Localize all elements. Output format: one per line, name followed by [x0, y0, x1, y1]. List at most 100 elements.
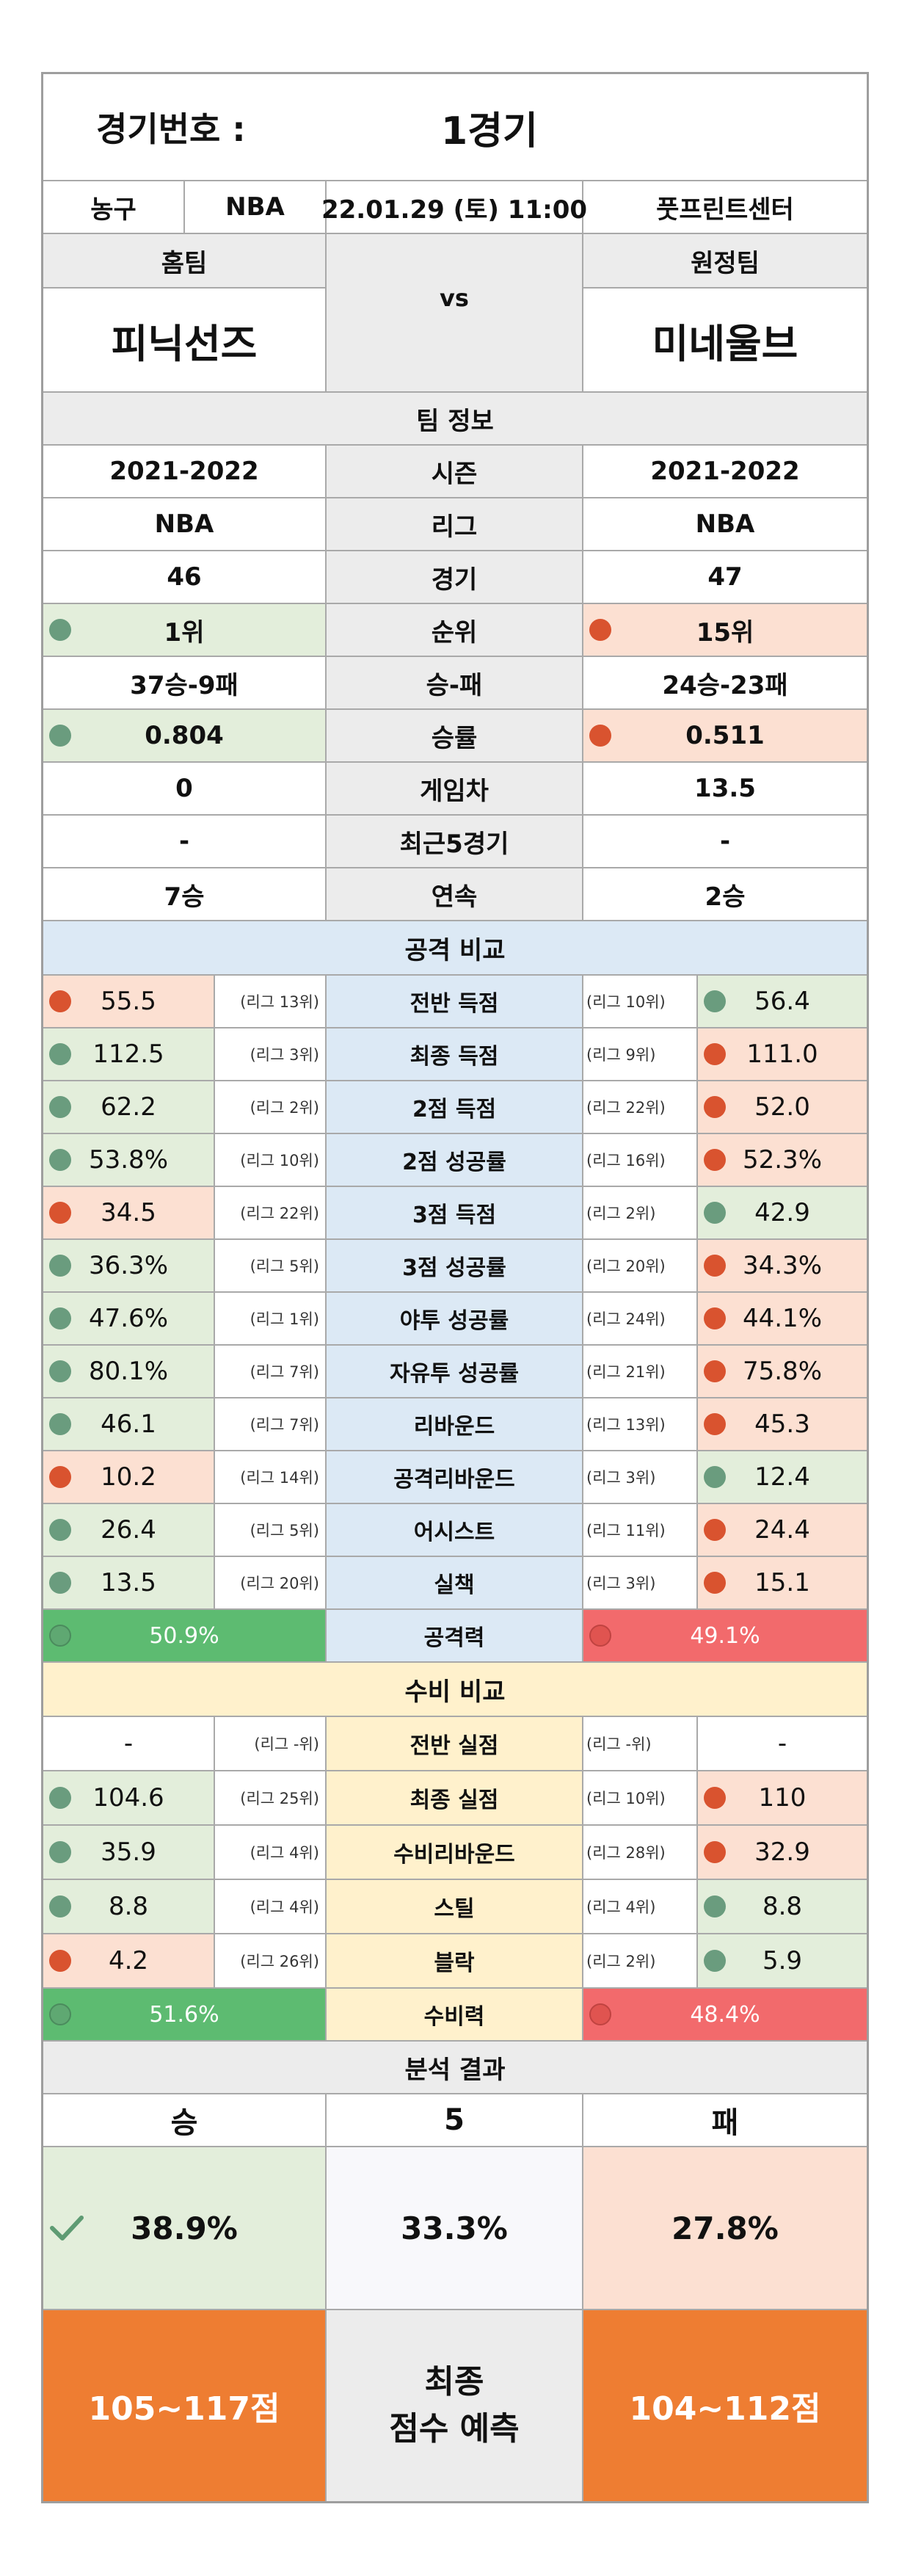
status-dot-icon — [704, 1255, 726, 1277]
home-rank: (리그 13위) — [215, 976, 327, 1027]
status-dot-icon — [704, 1202, 726, 1224]
status-dot-icon — [49, 1572, 71, 1594]
home-rank: (리그 20위) — [215, 1557, 327, 1608]
home-value: 46.1 — [101, 1409, 156, 1439]
stat-label: 수비리바운드 — [327, 1826, 583, 1879]
venue: 풋프린트센터 — [656, 195, 794, 225]
home-rank: (리그 5위) — [215, 1504, 327, 1556]
offense-row: 47.6% (리그 1위) 야투 성공률 (리그 24위) 44.1% — [43, 1293, 867, 1346]
league: NBA — [185, 181, 327, 233]
away-value: 34.3% — [742, 1251, 822, 1280]
home-rank: (리그 22위) — [215, 1187, 327, 1238]
status-dot-icon — [49, 1950, 71, 1972]
away-rank: (리그 9위) — [583, 1028, 698, 1080]
status-dot-icon — [704, 1413, 726, 1435]
away-value: 111.0 — [746, 1040, 818, 1069]
away-value: 13.5 — [694, 774, 756, 803]
status-dot-icon — [704, 1841, 726, 1863]
team-info-row: - 최근5경기 - — [43, 816, 867, 868]
offense-row: 80.1% (리그 7위) 자유투 성공률 (리그 21위) 75.8% — [43, 1346, 867, 1398]
stat-label: 최근5경기 — [327, 816, 583, 867]
draw-percentage: 33.3% — [327, 2147, 583, 2309]
score-prediction-title-2: 점수 예측 — [389, 2410, 520, 2448]
home-value: - — [178, 827, 190, 856]
analysis-sheet: 경기번호 : 1경기 농구 NBA 22.01.29 (토) 11:00 풋프린… — [41, 72, 869, 2503]
status-dot-icon — [49, 1360, 71, 1382]
away-team-name: 미네울브 — [652, 320, 798, 367]
status-dot-icon — [49, 1307, 71, 1329]
offense-row: 36.3% (리그 5위) 3점 성공률 (리그 20위) 34.3% — [43, 1240, 867, 1293]
home-value: 104.6 — [92, 1783, 164, 1813]
offense-power-row: 50.9% 공격력 49.1% — [43, 1610, 867, 1663]
home-value: NBA — [154, 509, 214, 539]
away-rank: (리그 16위) — [583, 1134, 698, 1186]
stat-label: 리그 — [327, 498, 583, 550]
away-value: NBA — [695, 509, 755, 539]
status-dot-icon — [49, 1413, 71, 1435]
stat-label: 야투 성공률 — [327, 1293, 583, 1344]
away-value: 0.511 — [685, 721, 765, 750]
away-value: 24승-23패 — [662, 670, 788, 700]
home-rank: (리그 3위) — [215, 1028, 327, 1080]
result-labels-row: 승 5 패 — [43, 2094, 867, 2147]
game-number-label: 경기번호 : — [96, 109, 246, 149]
status-dot-icon — [49, 725, 71, 747]
home-team-name: 피닉선즈 — [111, 320, 258, 367]
defense-power-label: 수비력 — [327, 1989, 583, 2040]
home-value: 7승 — [164, 882, 205, 912]
away-rank: (리그 24위) — [583, 1293, 698, 1344]
away-value: 52.0 — [754, 1092, 810, 1122]
home-value: 0 — [175, 774, 193, 803]
stat-label: 블락 — [327, 1934, 583, 1987]
stat-label: 최종 실점 — [327, 1771, 583, 1824]
home-rank: (리그 7위) — [215, 1398, 327, 1450]
home-value: 47.6% — [88, 1304, 168, 1333]
match-info-row: 농구 NBA 22.01.29 (토) 11:00 풋프린트센터 — [43, 181, 867, 234]
draw-label: 5 — [327, 2094, 583, 2146]
stat-label: 전반 득점 — [327, 976, 583, 1027]
home-rank: (리그 4위) — [215, 1826, 327, 1879]
status-dot-icon — [704, 1307, 726, 1329]
away-value: - — [719, 827, 731, 856]
stat-label: 스틸 — [327, 1880, 583, 1933]
home-value: 10.2 — [101, 1462, 156, 1492]
away-value: 8.8 — [762, 1892, 803, 1921]
offense-row: 26.4 (리그 5위) 어시스트 (리그 11위) 24.4 — [43, 1504, 867, 1557]
stat-label: 연속 — [327, 868, 583, 920]
home-rank: (리그 25위) — [215, 1771, 327, 1824]
lose-label: 패 — [711, 2106, 739, 2140]
away-rank: (리그 21위) — [583, 1346, 698, 1397]
home-value: 8.8 — [108, 1892, 149, 1921]
home-value: 1위 — [164, 617, 205, 647]
stat-label: 2점 성공률 — [327, 1134, 583, 1186]
status-dot-icon — [49, 1149, 71, 1171]
away-value: 44.1% — [742, 1304, 822, 1333]
team-info-row: 37승-9패 승-패 24승-23패 — [43, 657, 867, 710]
status-dot-icon — [704, 1895, 726, 1918]
home-value: 26.4 — [101, 1515, 156, 1545]
game-number-value: 1경기 — [441, 109, 538, 153]
away-rank: (리그 2위) — [583, 1187, 698, 1238]
away-rank: (리그 3위) — [583, 1557, 698, 1608]
home-value: 4.2 — [108, 1946, 149, 1975]
win-label: 승 — [43, 2094, 327, 2146]
status-dot-icon — [589, 725, 611, 747]
status-dot-icon — [49, 990, 71, 1012]
home-rank: (리그 1위) — [215, 1293, 327, 1344]
away-rank: (리그 13위) — [583, 1398, 698, 1450]
away-rank: (리그 2위) — [583, 1934, 698, 1987]
status-dot-icon — [704, 1519, 726, 1541]
stat-label: 승률 — [327, 710, 583, 761]
offense-row: 53.8% (리그 10위) 2점 성공률 (리그 16위) 52.3% — [43, 1134, 867, 1187]
team-info-row: NBA 리그 NBA — [43, 498, 867, 551]
team-info-row: 46 경기 47 — [43, 551, 867, 604]
away-rank: (리그 -위) — [583, 1717, 698, 1770]
status-dot-icon — [704, 1950, 726, 1972]
stat-label: 시즌 — [327, 446, 583, 497]
status-dot-icon — [49, 619, 71, 641]
away-value: 42.9 — [754, 1198, 810, 1227]
home-value: 2021-2022 — [109, 457, 259, 486]
offense-row: 10.2 (리그 14위) 공격리바운드 (리그 3위) 12.4 — [43, 1451, 867, 1504]
stat-label: 순위 — [327, 604, 583, 656]
status-dot-icon — [49, 1895, 71, 1918]
